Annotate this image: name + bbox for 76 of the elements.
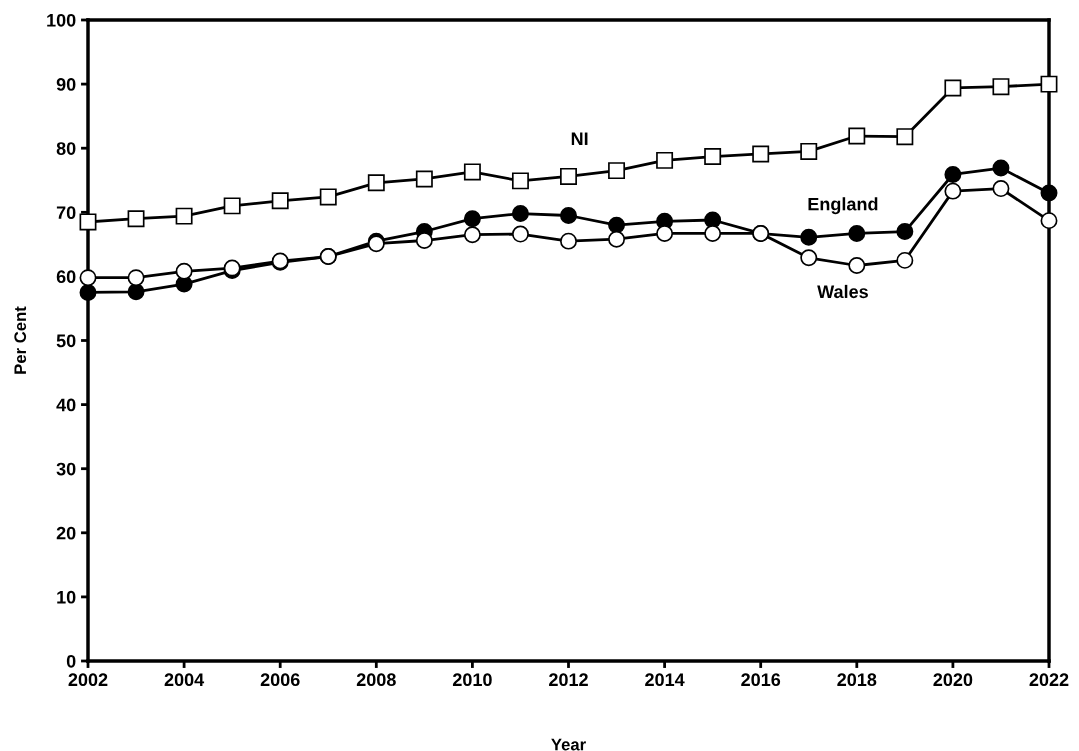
point xyxy=(944,166,962,183)
point xyxy=(608,230,626,248)
point xyxy=(1040,75,1058,93)
y-tick-label: 20 xyxy=(56,526,76,540)
point xyxy=(1040,184,1058,202)
point xyxy=(560,167,577,185)
point xyxy=(319,188,337,206)
point xyxy=(896,128,914,146)
x-tick-label: 2004 xyxy=(164,673,205,687)
point xyxy=(608,216,626,234)
y-axis-title: Per Cent xyxy=(14,306,27,374)
point xyxy=(752,145,770,163)
x-tick-label: 2010 xyxy=(452,673,492,687)
point xyxy=(463,210,481,228)
x-tick-label: 2002 xyxy=(68,673,108,687)
series-label: England xyxy=(808,197,878,215)
y-tick-label: 60 xyxy=(56,270,76,284)
point xyxy=(848,224,866,242)
point xyxy=(848,127,866,145)
point xyxy=(79,269,97,287)
point xyxy=(463,226,481,244)
point xyxy=(992,159,1010,177)
point xyxy=(944,182,962,200)
point xyxy=(656,224,674,242)
point xyxy=(896,223,914,241)
x-tick-label: 2012 xyxy=(549,673,588,687)
point xyxy=(560,207,577,224)
point xyxy=(944,79,962,97)
point xyxy=(656,151,674,169)
x-tick-label: 2008 xyxy=(356,673,396,687)
y-tick-label: 40 xyxy=(56,398,76,412)
point xyxy=(223,197,241,215)
point xyxy=(608,162,626,180)
point xyxy=(367,174,385,192)
x-axis-title: Year xyxy=(551,738,586,751)
point xyxy=(511,205,529,223)
y-tick-label: 10 xyxy=(57,590,76,604)
point xyxy=(704,148,722,166)
point xyxy=(79,213,97,231)
series-label: NI xyxy=(571,132,588,145)
y-tick-label: 50 xyxy=(56,334,76,348)
point xyxy=(560,232,577,250)
point xyxy=(992,180,1010,198)
point xyxy=(800,142,818,160)
point xyxy=(800,249,818,267)
point xyxy=(127,283,145,301)
point xyxy=(511,172,529,190)
y-tick-label: 30 xyxy=(56,462,76,476)
y-tick-label: 80 xyxy=(56,142,76,155)
point xyxy=(704,224,722,242)
point xyxy=(511,225,529,243)
y-tick-label: 0 xyxy=(66,654,76,668)
x-tick-label: 2006 xyxy=(260,673,300,687)
y-tick-label: 90 xyxy=(56,78,76,91)
point xyxy=(415,170,433,188)
point xyxy=(79,283,97,301)
x-tick-label: 2022 xyxy=(1029,673,1069,687)
series-label: Wales xyxy=(817,284,868,299)
point xyxy=(992,78,1010,96)
point xyxy=(800,228,818,246)
point xyxy=(127,269,145,287)
point xyxy=(848,257,866,274)
point xyxy=(175,262,193,280)
point xyxy=(175,207,193,225)
point xyxy=(415,232,433,249)
point xyxy=(271,192,289,210)
y-tick-label: 70 xyxy=(56,206,76,220)
point xyxy=(1040,212,1058,230)
point xyxy=(463,163,481,181)
x-tick-label: 2014 xyxy=(645,673,685,687)
x-tick-label: 2020 xyxy=(933,673,973,687)
point xyxy=(127,210,145,228)
x-tick-label: 2018 xyxy=(837,673,877,687)
y-tick-label: 100 xyxy=(47,13,76,27)
x-tick-label: 2016 xyxy=(741,673,781,687)
point xyxy=(896,251,914,269)
